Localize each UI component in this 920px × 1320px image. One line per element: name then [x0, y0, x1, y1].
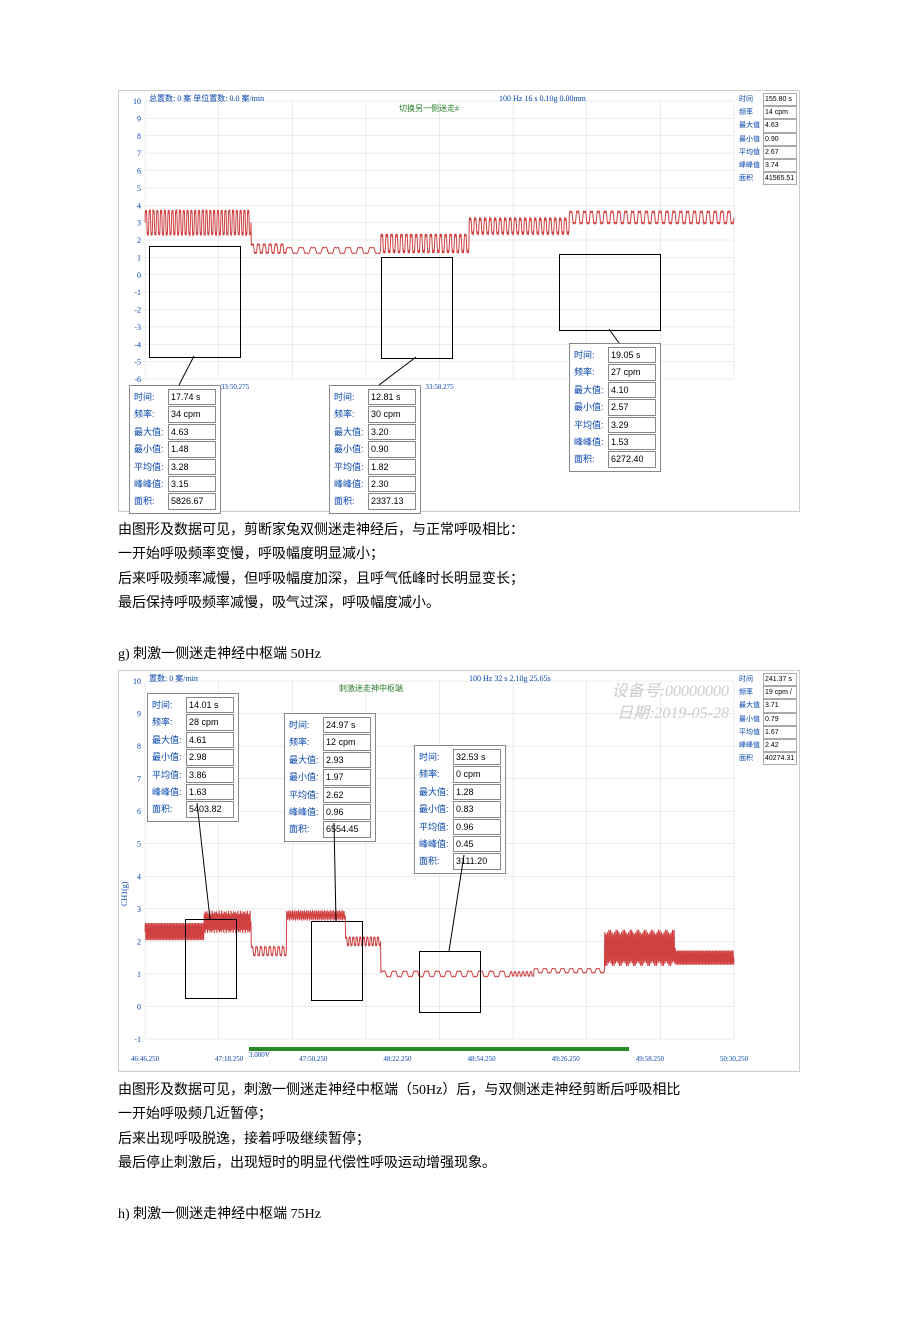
chart2-header-left: 置数: 0 案/min — [149, 673, 198, 686]
text2-p1: 由图形及数据可见，刺激一侧迷走神经中枢端（50Hz）后，与双侧迷走神经剪断后呼吸… — [118, 1080, 802, 1102]
svg-text:6: 6 — [137, 167, 141, 176]
stat-panel: 时间:19.05 s 频率:27 cpm 最大值:4.10 最小值:2.57 平… — [569, 343, 661, 472]
stat-panel: 时间:17.74 s 频率:34 cpm 最大值:4.63 最小值:1.48 平… — [129, 385, 221, 514]
callout-box — [559, 254, 661, 331]
svg-text:4: 4 — [137, 201, 141, 210]
svg-text:10: 10 — [133, 677, 141, 686]
svg-text:9: 9 — [137, 709, 141, 718]
svg-text:49:58.250: 49:58.250 — [636, 1055, 665, 1063]
callout-box — [149, 246, 241, 358]
svg-text:3: 3 — [137, 905, 141, 914]
svg-text:-1: -1 — [134, 1035, 141, 1044]
svg-text:7: 7 — [137, 775, 141, 784]
svg-text:1: 1 — [137, 970, 141, 979]
text1-p2: 一开始呼吸频率变慢，呼吸幅度明显减小； — [118, 544, 802, 566]
svg-text:47:18.250: 47:18.250 — [215, 1055, 244, 1063]
chart1-channel-label: 切换另一侧迷走# — [399, 103, 459, 116]
svg-text:0: 0 — [137, 1002, 141, 1011]
svg-text:5: 5 — [137, 184, 141, 193]
text2-p4: 最后停止刺激后，出现短时的明显代偿性呼吸运动增强现象。 — [118, 1153, 802, 1175]
text1-p3: 后来呼吸频率减慢，但呼吸幅度加深，且呼气低峰时长明显变长； — [118, 569, 802, 591]
svg-text:48:22.250: 48:22.250 — [383, 1055, 412, 1063]
text-block-1: 由图形及数据可见，剪断家兔双侧迷走神经后，与正常呼吸相比： 一开始呼吸频率变慢，… — [118, 520, 802, 616]
chart2-header-params: 100 Hz 32 s 2.10g 25.65s — [469, 673, 551, 686]
chart1-right-stats: 时间155.80 s 频率14 cpm 最大值4.63 最小值0.90 平均值2… — [739, 93, 797, 185]
svg-text:6: 6 — [137, 807, 141, 816]
svg-text:50:30.250: 50:30.250 — [720, 1055, 749, 1063]
text-block-2: 由图形及数据可见，刺激一侧迷走神经中枢端（50Hz）后，与双侧迷走神经剪断后呼吸… — [118, 1080, 802, 1176]
svg-text:8: 8 — [137, 742, 141, 751]
svg-text:10: 10 — [133, 97, 141, 106]
svg-text:-4: -4 — [134, 340, 141, 349]
section-g-label: g) 刺激一侧迷走神经中枢端 50Hz — [118, 644, 802, 666]
stat-panel: 时间:12.81 s 频率:30 cpm 最大值:3.20 最小值:0.90 平… — [329, 385, 421, 514]
text2-p2: 一开始呼吸频几近暂停； — [118, 1104, 802, 1126]
svg-text:0: 0 — [137, 271, 141, 280]
svg-text:3.000V: 3.000V — [249, 1051, 270, 1059]
text2-p3: 后来出现呼吸脱逸，接着呼吸继续暂停； — [118, 1129, 802, 1151]
text1-p4: 最后保持呼吸频率减慢，吸气过深，呼吸幅度减小。 — [118, 593, 802, 615]
svg-text:8: 8 — [137, 132, 141, 141]
callout-box — [381, 257, 453, 359]
svg-text:9: 9 — [137, 114, 141, 123]
svg-text:-5: -5 — [134, 358, 141, 367]
svg-text:-6: -6 — [134, 375, 141, 384]
svg-text:CH1(g): CH1(g) — [120, 881, 129, 906]
chart-1-container: 总置数: 0 案 单位置数: 0.0 案/min 100 Hz 16 s 0.1… — [118, 90, 800, 512]
svg-text:-1: -1 — [134, 288, 141, 297]
chart-2-container: 置数: 0 案/min 100 Hz 32 s 2.10g 25.65s 刺激迷… — [118, 670, 800, 1072]
svg-text:2: 2 — [137, 236, 141, 245]
svg-text:4: 4 — [137, 872, 141, 881]
svg-text:48:54.250: 48:54.250 — [467, 1055, 496, 1063]
chart1-header-left: 总置数: 0 案 单位置数: 0.0 案/min — [149, 93, 264, 106]
chart2-watermark2: 日期:2019-05-28 — [617, 701, 729, 727]
text1-p1: 由图形及数据可见，剪断家兔双侧迷走神经后，与正常呼吸相比： — [118, 520, 802, 542]
stat-panel: 时间:24.97 s 频率:12 cpm 最大值:2.93 最小值:1.97 平… — [284, 713, 376, 842]
chart2-channel-label: 刺激迷走神中枢端 — [339, 683, 403, 696]
stat-panel: 时间:14.01 s 频率:28 cpm 最大值:4.61 最小值:2.98 平… — [147, 693, 239, 822]
svg-text:33:58.275: 33:58.275 — [425, 383, 454, 391]
section-h-label: h) 刺激一侧迷走神经中枢端 75Hz — [118, 1204, 802, 1226]
svg-text:5: 5 — [137, 840, 141, 849]
svg-text:2: 2 — [137, 937, 141, 946]
svg-text:33:50.275: 33:50.275 — [221, 383, 250, 391]
svg-text:46:46.250: 46:46.250 — [131, 1055, 160, 1063]
svg-text:-2: -2 — [134, 306, 141, 315]
callout-box — [311, 921, 363, 1001]
svg-text:-3: -3 — [134, 323, 141, 332]
svg-text:47:50.250: 47:50.250 — [299, 1055, 328, 1063]
svg-text:3: 3 — [137, 219, 141, 228]
chart2-right-stats: 时间241.37 s 频率19 cpm / 最大值3.71 最小值0.79 平均… — [739, 673, 797, 765]
svg-text:49:26.250: 49:26.250 — [552, 1055, 581, 1063]
svg-text:1: 1 — [137, 253, 141, 262]
stat-panel: 时间:32.53 s 频率:0 cpm 最大值:1.28 最小值:0.83 平均… — [414, 745, 506, 874]
callout-box — [185, 919, 237, 999]
callout-box — [419, 951, 481, 1013]
chart1-header-params: 100 Hz 16 s 0.10g 0.00mm — [499, 93, 586, 106]
svg-text:7: 7 — [137, 149, 141, 158]
